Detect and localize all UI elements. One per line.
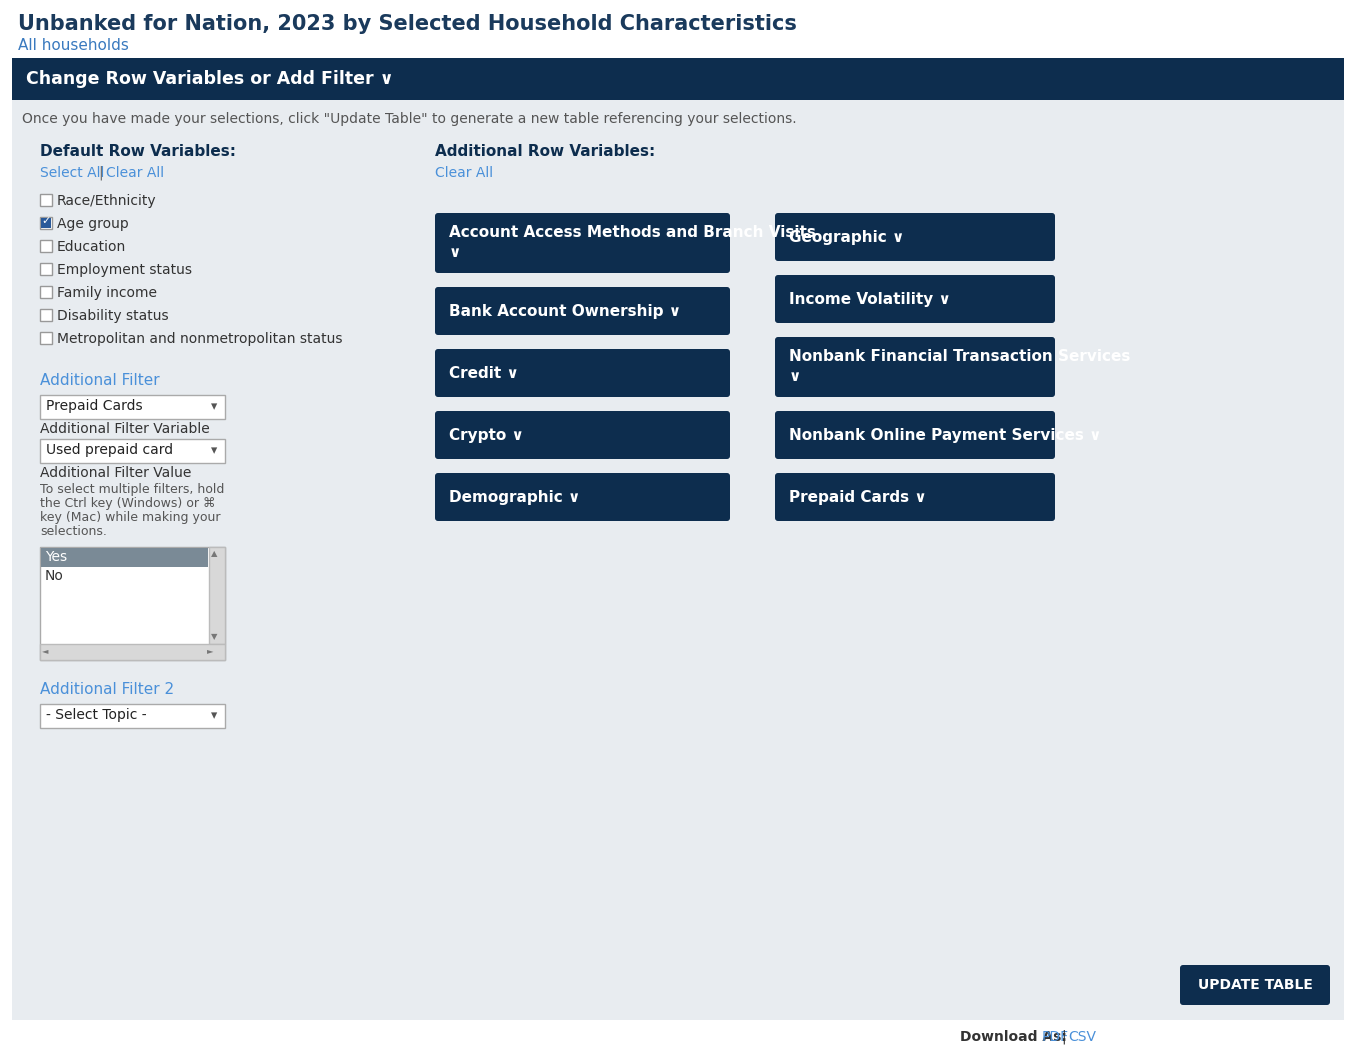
Bar bbox=[41, 548, 207, 567]
Text: Additional Filter: Additional Filter bbox=[39, 373, 160, 388]
Text: Education: Education bbox=[57, 240, 126, 254]
Text: selections.: selections. bbox=[39, 525, 107, 538]
Text: Nonbank Financial Transaction Services: Nonbank Financial Transaction Services bbox=[789, 349, 1131, 364]
Text: Additional Filter Value: Additional Filter Value bbox=[39, 466, 191, 480]
Text: Prepaid Cards: Prepaid Cards bbox=[46, 399, 142, 413]
Text: ▾: ▾ bbox=[212, 400, 217, 413]
Bar bbox=[39, 194, 52, 206]
Bar bbox=[39, 240, 52, 252]
Bar bbox=[39, 439, 225, 463]
Text: ▾: ▾ bbox=[212, 709, 217, 722]
Text: ∨: ∨ bbox=[789, 369, 801, 384]
Text: Unbanked for Nation, 2023 by Selected Household Characteristics: Unbanked for Nation, 2023 by Selected Ho… bbox=[18, 14, 797, 34]
Text: Select All: Select All bbox=[39, 166, 104, 180]
Bar bbox=[209, 547, 225, 644]
Bar bbox=[39, 644, 225, 660]
Text: Race/Ethnicity: Race/Ethnicity bbox=[57, 194, 157, 208]
Text: Once you have made your selections, click "Update Table" to generate a new table: Once you have made your selections, clic… bbox=[22, 112, 796, 126]
Text: Additional Row Variables:: Additional Row Variables: bbox=[435, 144, 655, 159]
Text: Clear All: Clear All bbox=[106, 166, 164, 180]
Text: Demographic ∨: Demographic ∨ bbox=[449, 490, 580, 505]
FancyBboxPatch shape bbox=[435, 473, 730, 521]
Text: To select multiple filters, hold: To select multiple filters, hold bbox=[39, 483, 224, 495]
Text: Employment status: Employment status bbox=[57, 263, 193, 277]
FancyBboxPatch shape bbox=[435, 213, 730, 274]
Bar bbox=[39, 286, 52, 298]
Text: Crypto ∨: Crypto ∨ bbox=[449, 428, 523, 443]
FancyBboxPatch shape bbox=[435, 349, 730, 397]
Text: Family income: Family income bbox=[57, 286, 157, 300]
Text: ►: ► bbox=[207, 646, 213, 655]
FancyBboxPatch shape bbox=[1180, 965, 1330, 1005]
Text: Default Row Variables:: Default Row Variables: bbox=[39, 144, 236, 159]
Text: Disability status: Disability status bbox=[57, 309, 168, 323]
Bar bbox=[39, 394, 225, 419]
Bar bbox=[39, 332, 52, 344]
Text: Prepaid Cards ∨: Prepaid Cards ∨ bbox=[789, 490, 926, 505]
Text: Yes: Yes bbox=[45, 550, 68, 564]
Text: ✓: ✓ bbox=[41, 216, 50, 226]
Text: |: | bbox=[98, 166, 103, 181]
Text: All households: All households bbox=[18, 38, 129, 53]
Bar bbox=[12, 58, 1344, 100]
Text: Account Access Methods and Branch Visits: Account Access Methods and Branch Visits bbox=[449, 225, 816, 240]
FancyBboxPatch shape bbox=[435, 411, 730, 459]
Text: Metropolitan and nonmetropolitan status: Metropolitan and nonmetropolitan status bbox=[57, 332, 343, 346]
Text: ▲: ▲ bbox=[212, 549, 217, 558]
Text: Clear All: Clear All bbox=[435, 166, 494, 180]
Text: No: No bbox=[45, 569, 64, 583]
Text: Income Volatility ∨: Income Volatility ∨ bbox=[789, 292, 951, 307]
Text: ▼: ▼ bbox=[212, 632, 217, 641]
Bar bbox=[39, 704, 225, 728]
Text: ∨: ∨ bbox=[449, 245, 461, 260]
FancyBboxPatch shape bbox=[776, 337, 1055, 397]
Bar bbox=[41, 218, 52, 228]
Bar bbox=[39, 547, 225, 660]
Text: key (Mac) while making your: key (Mac) while making your bbox=[39, 511, 221, 524]
FancyBboxPatch shape bbox=[776, 473, 1055, 521]
FancyBboxPatch shape bbox=[435, 287, 730, 335]
Text: the Ctrl key (Windows) or ⌘: the Ctrl key (Windows) or ⌘ bbox=[39, 497, 216, 510]
FancyBboxPatch shape bbox=[776, 275, 1055, 323]
Text: Bank Account Ownership ∨: Bank Account Ownership ∨ bbox=[449, 304, 681, 319]
Text: Credit ∨: Credit ∨ bbox=[449, 366, 519, 381]
Bar bbox=[39, 309, 52, 321]
Text: ◄: ◄ bbox=[42, 646, 49, 655]
Text: UPDATE TABLE: UPDATE TABLE bbox=[1197, 978, 1313, 992]
Bar bbox=[39, 263, 52, 275]
Bar bbox=[39, 217, 52, 229]
Text: Additional Filter Variable: Additional Filter Variable bbox=[39, 422, 210, 436]
Bar bbox=[12, 100, 1344, 1020]
Text: - Select Topic -: - Select Topic - bbox=[46, 708, 146, 722]
Text: Download As:: Download As: bbox=[960, 1030, 1067, 1044]
Text: Geographic ∨: Geographic ∨ bbox=[789, 230, 904, 245]
FancyBboxPatch shape bbox=[776, 213, 1055, 261]
Text: Change Row Variables or Add Filter ∨: Change Row Variables or Add Filter ∨ bbox=[26, 70, 393, 88]
Text: Nonbank Online Payment Services ∨: Nonbank Online Payment Services ∨ bbox=[789, 428, 1101, 443]
Text: Age group: Age group bbox=[57, 217, 129, 231]
Text: |: | bbox=[1060, 1030, 1066, 1045]
FancyBboxPatch shape bbox=[776, 411, 1055, 459]
Text: ▾: ▾ bbox=[212, 444, 217, 457]
Text: PDF: PDF bbox=[1041, 1030, 1069, 1044]
Text: CSV: CSV bbox=[1069, 1030, 1096, 1044]
Text: Additional Filter 2: Additional Filter 2 bbox=[39, 682, 174, 697]
Text: Used prepaid card: Used prepaid card bbox=[46, 443, 174, 457]
